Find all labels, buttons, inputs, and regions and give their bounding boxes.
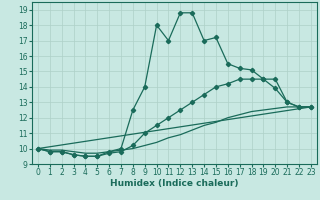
X-axis label: Humidex (Indice chaleur): Humidex (Indice chaleur) (110, 179, 239, 188)
